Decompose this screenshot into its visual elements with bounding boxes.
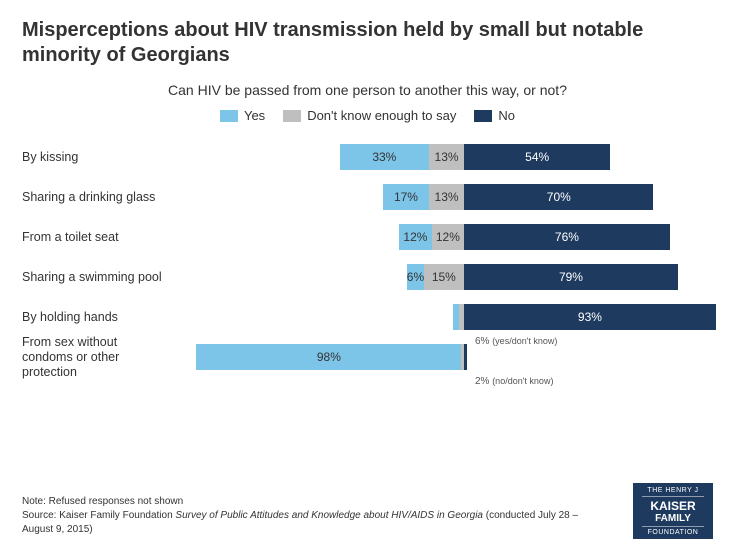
bar-value-yes: 98% xyxy=(317,350,341,364)
bar-value-yes: 6% xyxy=(407,270,424,284)
bar-segment-no: 76% xyxy=(464,224,670,250)
footer: Note: Refused responses not shown Source… xyxy=(22,495,582,537)
row-label: Sharing a swimming pool xyxy=(22,270,172,285)
bar-segment-no: 93% xyxy=(464,304,716,330)
chart-row: Sharing a drinking glass 17% 13% 70% xyxy=(22,177,713,217)
bar-segment-no: 70% xyxy=(464,184,653,210)
bar-value-no: 54% xyxy=(525,150,549,164)
bar-segment-no xyxy=(464,344,467,370)
bar-value-dk: 15% xyxy=(432,270,456,284)
bar-segment-dk: 13% xyxy=(429,144,464,170)
bar-value-no: 70% xyxy=(547,190,571,204)
bar-value-no: 93% xyxy=(578,310,602,324)
bar-value-dk: 13% xyxy=(435,190,459,204)
bar-value-yes: 17% xyxy=(394,190,418,204)
bar-value-no: 76% xyxy=(555,230,579,244)
chart-row: Sharing a swimming pool 6% 15% 79% xyxy=(22,257,713,297)
bar-segment-yes: 17% xyxy=(383,184,429,210)
swatch-dk xyxy=(283,110,301,122)
row-label: By holding hands xyxy=(22,310,172,325)
swatch-no xyxy=(474,110,492,122)
row-label: From sex without condoms or other protec… xyxy=(22,335,172,380)
chart-subtitle: Can HIV be passed from one person to ano… xyxy=(22,82,713,98)
legend-item-no: No xyxy=(474,108,515,123)
logo-line1: THE HENRY J xyxy=(647,487,698,494)
bar-area: 12% 12% 76% xyxy=(172,224,713,250)
bar-area: 98%2% (no/don't know) xyxy=(172,344,713,370)
footer-source-prefix: Source: Kaiser Family Foundation xyxy=(22,510,175,521)
bar-segment-yes: 6% xyxy=(407,264,423,290)
bar-segment-no: 54% xyxy=(464,144,610,170)
legend-item-dk: Don't know enough to say xyxy=(283,108,456,123)
swatch-yes xyxy=(220,110,238,122)
logo-divider xyxy=(642,526,704,527)
legend-item-yes: Yes xyxy=(220,108,265,123)
bar-segment-dk: 13% xyxy=(429,184,464,210)
bar-area: 93%6% (yes/don't know) xyxy=(172,304,713,330)
logo-line3: FAMILY xyxy=(655,513,691,524)
chart-row: By holding hands93%6% (yes/don't know) xyxy=(22,297,713,337)
legend-label-no: No xyxy=(498,108,515,123)
bar-segment-yes: 12% xyxy=(399,224,431,250)
diverging-bar-chart: By kissing 33% 13% 54% Sharing a drinking gl… xyxy=(22,137,713,377)
bar-area: 6% 15% 79% xyxy=(172,264,713,290)
chart-row: From sex without condoms or other protec… xyxy=(22,337,713,377)
bar-segment-dk: 12% xyxy=(432,224,464,250)
bar-value-no: 79% xyxy=(559,270,583,284)
footer-note: Note: Refused responses not shown xyxy=(22,495,582,509)
row-label: From a toilet seat xyxy=(22,230,172,245)
bar-value-dk: 13% xyxy=(435,150,459,164)
row-label: By kissing xyxy=(22,150,172,165)
kaiser-logo: THE HENRY J KAISER FAMILY FOUNDATION xyxy=(633,483,713,539)
legend-label-dk: Don't know enough to say xyxy=(307,108,456,123)
chart-row: From a toilet seat 12% 12% 76% xyxy=(22,217,713,257)
chart-row: By kissing 33% 13% 54% xyxy=(22,137,713,177)
bar-segment-yes: 33% xyxy=(340,144,429,170)
bar-segment-dk: 15% xyxy=(424,264,465,290)
legend-label-yes: Yes xyxy=(244,108,265,123)
logo-divider xyxy=(642,496,704,497)
bar-area: 33% 13% 54% xyxy=(172,144,713,170)
footer-source-title: Survey of Public Attitudes and Knowledge… xyxy=(175,510,483,521)
bar-segment-yes: 98% xyxy=(196,344,461,370)
bar-value-yes: 12% xyxy=(403,230,427,244)
chart-annotation: 2% (no/don't know) xyxy=(475,376,554,387)
logo-line2: KAISER xyxy=(650,499,695,513)
bar-segment-no: 79% xyxy=(464,264,678,290)
bar-value-yes: 33% xyxy=(372,150,396,164)
chart-title: Misperceptions about HIV transmission he… xyxy=(22,18,713,68)
footer-source: Source: Kaiser Family Foundation Survey … xyxy=(22,509,582,537)
bar-area: 17% 13% 70% xyxy=(172,184,713,210)
legend: Yes Don't know enough to say No xyxy=(22,108,713,123)
logo-line4: FOUNDATION xyxy=(648,529,699,536)
row-label: Sharing a drinking glass xyxy=(22,190,172,205)
bar-value-dk: 12% xyxy=(436,230,460,244)
